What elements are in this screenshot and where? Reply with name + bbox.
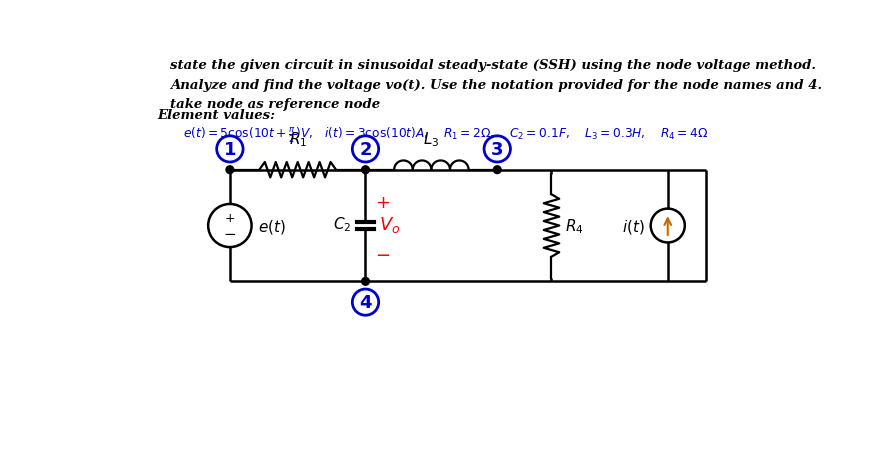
Text: $i(t)$: $i(t)$ — [621, 217, 644, 235]
Text: $V_o$: $V_o$ — [379, 214, 401, 235]
Circle shape — [225, 167, 233, 174]
Text: $e(t) = 5\cos(10t + \frac{\pi}{2})V$,   $i(t) = 3\cos(10t)A$,    $R_1 = 2\Omega$: $e(t) = 5\cos(10t + \frac{\pi}{2})V$, $i… — [183, 126, 708, 145]
Text: $R_1$: $R_1$ — [289, 130, 306, 149]
Text: −: − — [374, 246, 389, 264]
Circle shape — [493, 167, 501, 174]
Text: −: − — [224, 226, 236, 241]
Text: 3: 3 — [490, 140, 503, 158]
Circle shape — [361, 278, 369, 285]
Text: $e(t)$: $e(t)$ — [258, 217, 285, 235]
Text: state the given circuit in sinusoidal steady-state (SSH) using the node voltage : state the given circuit in sinusoidal st… — [170, 59, 822, 111]
Circle shape — [361, 167, 369, 174]
Text: 1: 1 — [224, 140, 236, 158]
Text: $L_3$: $L_3$ — [423, 130, 439, 149]
Text: $C_2$: $C_2$ — [333, 215, 351, 234]
Text: Element values:: Element values: — [158, 109, 275, 122]
Text: +: + — [374, 194, 389, 212]
Text: $R_4$: $R_4$ — [565, 217, 583, 235]
Text: +: + — [225, 212, 235, 225]
Text: 2: 2 — [359, 140, 371, 158]
Text: 4: 4 — [359, 293, 371, 312]
